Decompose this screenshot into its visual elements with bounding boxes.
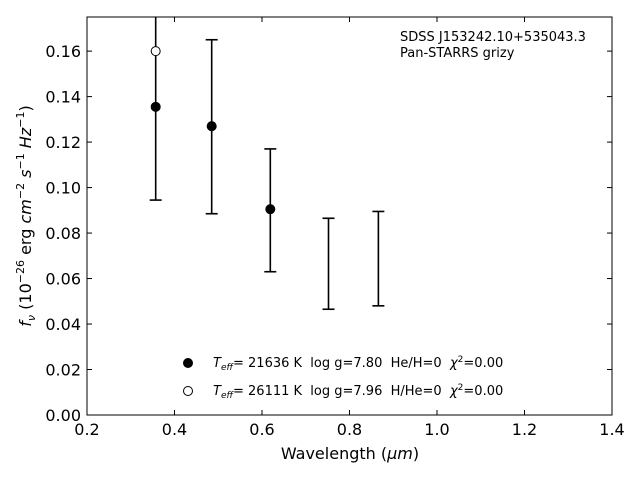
y-tick-label: 0.12	[45, 133, 81, 152]
y-label-s-exp: −1	[14, 153, 27, 169]
y-axis-ticks: 0.00 0.02 0.04 0.06 0.08 0.10 0.12 0.14 0.16	[45, 42, 612, 425]
x-axis-label-close: )	[413, 444, 419, 463]
y-label-hz-exp: −1	[14, 112, 27, 128]
x-axis-ticks: 0.2 0.4 0.6 0.8 1.0 1.2 1.4	[74, 17, 625, 439]
y-label-erg: erg	[16, 224, 35, 260]
legend-1-chi: χ	[449, 356, 459, 371]
legend-1-eff: eff	[221, 363, 235, 373]
legend-2-eff: eff	[221, 391, 235, 401]
x-axis-label-unit: μm	[386, 444, 413, 463]
y-label-open: (10	[16, 283, 35, 315]
legend-2-text: = 26111 K log g=7.96 H/He=0	[233, 384, 450, 399]
x-axis-label-main: Wavelength (	[281, 444, 387, 463]
y-tick-label: 0.08	[45, 224, 81, 243]
legend-1-tail: =0.00	[463, 356, 503, 371]
x-tick-label: 0.8	[337, 420, 362, 439]
data-point-filled	[265, 204, 276, 215]
annotation-survey: Pan-STARRS grizy	[400, 46, 515, 61]
x-tick-label: 1.2	[512, 420, 537, 439]
legend-1-text: = 21636 K log g=7.80 He/H=0	[233, 356, 450, 371]
legend-2-two: 2	[458, 383, 464, 393]
data-point-filled	[206, 121, 217, 132]
data-point-filled	[150, 101, 161, 112]
x-axis-label: Wavelength (μm)	[281, 444, 419, 463]
legend-entry-1: Teff= 21636 K log g=7.80 He/H=0 χ2=0.00	[213, 355, 503, 373]
x-tick-label: 1.4	[599, 420, 624, 439]
legend-2-chi: χ	[449, 384, 459, 399]
legend-2-tail: =0.00	[463, 384, 503, 399]
y-tick-label: 0.00	[45, 406, 81, 425]
legend-entry-2: Teff= 26111 K log g=7.96 H/He=0 χ2=0.00	[213, 383, 503, 401]
y-label-s: s	[16, 170, 35, 183]
y-axis-label: fν (10−26 erg cm−2 s−1 Hz−1)	[14, 105, 38, 326]
data-point-open	[150, 46, 161, 57]
y-label-nu: ν	[25, 315, 38, 321]
legend-marker-filled	[183, 358, 193, 368]
plot-area	[149, 17, 385, 311]
legend-1-two: 2	[458, 355, 464, 365]
y-tick-label: 0.16	[45, 42, 81, 61]
x-tick-label: 0.6	[249, 420, 274, 439]
y-tick-label: 0.10	[45, 179, 81, 198]
y-tick-label: 0.04	[45, 315, 81, 334]
y-tick-label: 0.14	[45, 88, 81, 107]
x-tick-label: 1.0	[424, 420, 449, 439]
legend: Teff= 21636 K log g=7.80 He/H=0 χ2=0.00 …	[183, 355, 503, 401]
legend-1-t: T	[213, 356, 222, 371]
y-label-cm: cm	[16, 199, 35, 223]
y-label-close: )	[16, 105, 35, 111]
legend-marker-open	[183, 386, 193, 396]
legend-2-t: T	[213, 384, 222, 399]
y-label-hz: Hz	[16, 127, 35, 153]
y-label-f: f	[16, 319, 35, 327]
annotation-object-name: SDSS J153242.10+535043.3	[400, 30, 586, 45]
y-label-exp: −26	[14, 260, 27, 283]
y-tick-label: 0.02	[45, 361, 81, 380]
x-tick-label: 0.2	[74, 420, 99, 439]
y-tick-label: 0.06	[45, 270, 81, 289]
x-tick-label: 0.4	[162, 420, 187, 439]
y-label-cm-exp: −2	[14, 183, 27, 199]
